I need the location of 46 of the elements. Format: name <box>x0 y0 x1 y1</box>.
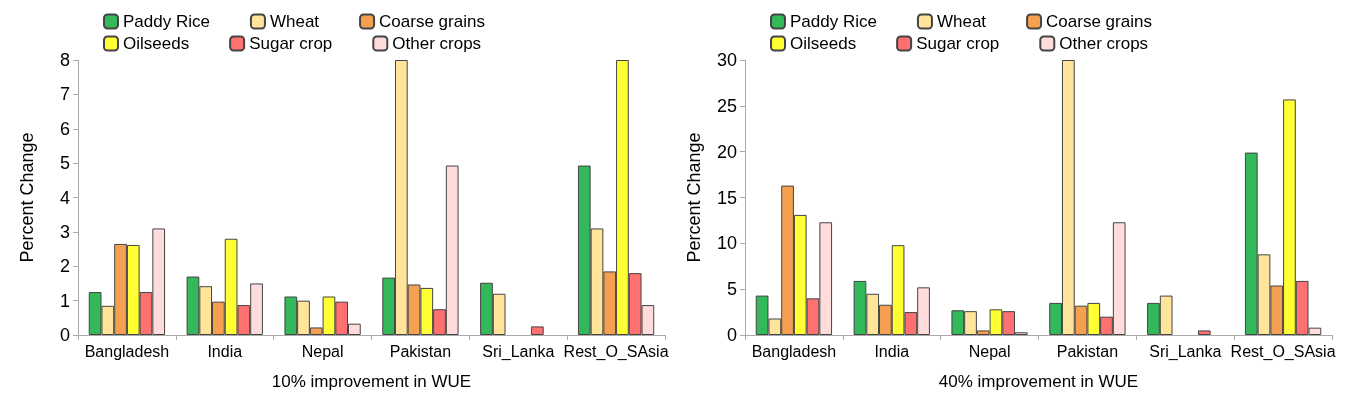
bar <box>530 326 544 335</box>
x-tick-label: Sri_Lanka <box>482 342 555 361</box>
legend-label: Sugar crop <box>916 34 1000 53</box>
x-tick-label: Bangladesh <box>751 342 837 360</box>
y-axis-title: Percent Change <box>17 132 37 263</box>
x-tick-label: Nepal <box>301 342 344 360</box>
x-axis-title: 10% improvement in WUE <box>271 372 472 391</box>
y-tick-label: 7 <box>59 84 70 105</box>
legend-label: Paddy Rice <box>790 12 877 31</box>
y-tick-label: 6 <box>59 118 70 139</box>
legend-label: Oilseeds <box>123 34 190 53</box>
x-tick-label: India <box>207 342 243 360</box>
y-tick-label: 0 <box>726 325 737 345</box>
x-tick-label: India <box>874 342 910 360</box>
legend-label: Oilseeds <box>790 34 857 53</box>
legend-label: Coarse grains <box>379 12 485 31</box>
y-tick-label: 30 <box>716 50 737 70</box>
x-tick-label: Pakistan <box>389 342 452 360</box>
x-axis-title: 40% improvement in WUE <box>938 372 1139 391</box>
legend-label: Coarse grains <box>1046 12 1152 31</box>
legend-label: Wheat <box>269 12 320 31</box>
legend-label: Other crops <box>392 34 482 53</box>
y-tick-label: 5 <box>59 153 70 174</box>
y-tick-label: 25 <box>716 95 737 116</box>
y-tick-label: 2 <box>59 256 70 277</box>
y-tick-label: 5 <box>726 279 737 300</box>
y-axis-title: Percent Change <box>684 132 704 263</box>
x-tick-label: Bangladesh <box>84 342 170 360</box>
y-tick-label: 0 <box>59 325 70 345</box>
x-tick-label: Pakistan <box>1056 342 1119 360</box>
x-tick-label: Sri_Lanka <box>1149 342 1222 361</box>
y-tick-label: 20 <box>716 141 737 162</box>
y-tick-label: 15 <box>716 187 737 208</box>
y-tick-label: 10 <box>716 233 737 254</box>
bar <box>1197 330 1211 335</box>
legend-label: Paddy Rice <box>123 12 210 31</box>
x-tick-label: Rest_O_SAsia <box>563 342 669 361</box>
y-tick-label: 3 <box>59 221 70 242</box>
legend-label: Sugar crop <box>249 34 333 53</box>
x-tick-label: Rest_O_SAsia <box>1230 342 1336 361</box>
y-tick-label: 8 <box>59 50 70 70</box>
x-tick-label: Nepal <box>968 342 1011 360</box>
y-tick-label: 1 <box>59 290 70 311</box>
legend-label: Other crops <box>1059 34 1149 53</box>
legend-label: Wheat <box>936 12 987 31</box>
y-tick-label: 4 <box>59 187 70 208</box>
